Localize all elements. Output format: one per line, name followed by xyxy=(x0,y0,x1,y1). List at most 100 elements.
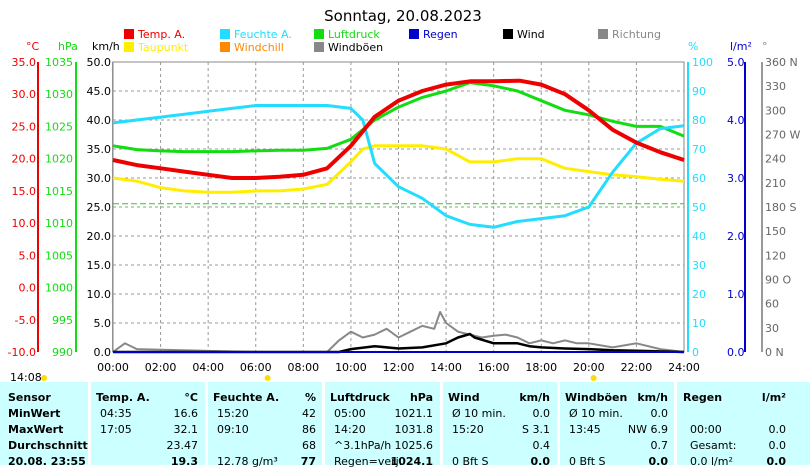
y-tick-label: 15.0 xyxy=(87,259,112,272)
y-tick-label: -10.0 xyxy=(8,346,36,359)
legend-swatch xyxy=(409,29,419,39)
y-tick-label: 35.0 xyxy=(87,143,112,156)
table-cell: 15:20 xyxy=(452,423,484,436)
y-tick-label: 50.0 xyxy=(87,56,112,69)
table-cell: 09:10 xyxy=(217,423,249,436)
table-header: Regen xyxy=(683,391,723,404)
sunset-marker xyxy=(590,375,597,381)
x-tick-label: 14:00 xyxy=(430,361,462,374)
table-header: °C xyxy=(184,391,198,404)
table-cell: Ø 10 min. xyxy=(569,407,623,420)
table-header: Wind xyxy=(448,391,480,404)
y-tick-label: 20.0 xyxy=(12,153,37,166)
x-tick-label: 22:00 xyxy=(621,361,653,374)
legend-label: Richtung xyxy=(612,28,661,41)
table-header: l/m² xyxy=(761,391,786,404)
y-tick-label: 995 xyxy=(52,314,73,327)
plot-area xyxy=(41,78,685,381)
table-cell: 32.1 xyxy=(173,423,199,436)
y-tick-label: 10.0 xyxy=(87,288,112,301)
y-tick-label: 1000 xyxy=(45,282,73,295)
y-tick-label: 180 S xyxy=(765,201,796,214)
y-tick-label: 990 xyxy=(52,346,73,359)
y-tick-label: 1035 xyxy=(45,56,73,69)
y-tick-label: 270 W xyxy=(765,129,800,142)
x-tick-label: 08:00 xyxy=(287,361,319,374)
x-tick-label: 24:00 xyxy=(668,361,700,374)
axis-unit-label: ° xyxy=(762,40,768,53)
table-header: Temp. A. xyxy=(96,391,150,404)
axis-unit-label: % xyxy=(688,40,698,53)
table-cell: 00:00 xyxy=(690,423,722,436)
y-tick-label: 60 xyxy=(692,172,706,185)
y-tick-label: 35.0 xyxy=(12,56,37,69)
table-cell: 0 Bft S xyxy=(569,455,606,468)
table-cell: Ø 10 min. xyxy=(452,407,506,420)
table-cell: 0.0 xyxy=(530,455,551,468)
legend-label: Feuchte A. xyxy=(234,28,292,41)
pressure-series-line xyxy=(112,81,685,154)
now-marker xyxy=(41,375,47,381)
x-tick-label: 04:00 xyxy=(192,361,224,374)
table-cell: 04:35 xyxy=(100,407,132,420)
table-row-label: MinWert xyxy=(8,407,61,420)
axis-unit-label: km/h xyxy=(92,40,120,53)
y-tick-label: 0 N xyxy=(765,346,784,359)
table-cell: S 3.1 xyxy=(522,423,550,436)
legend-label: Wind xyxy=(517,28,545,41)
legend-swatch xyxy=(124,42,134,52)
temperature-series-line xyxy=(112,78,685,180)
legend-label: Windböen xyxy=(328,41,383,54)
table-cell: Gesamt: xyxy=(690,439,737,452)
y-tick-label: 20 xyxy=(692,288,706,301)
legend-swatch xyxy=(598,29,608,39)
y-tick-label: 330 xyxy=(765,80,786,93)
dewpoint-series-line xyxy=(112,144,685,194)
y-tick-label: 120 xyxy=(765,249,786,262)
column-separator xyxy=(88,382,91,465)
y-tick-label: 30.0 xyxy=(87,172,112,185)
table-cell: 1021.1 xyxy=(394,407,434,420)
y-tick-label: 1025 xyxy=(45,120,73,133)
column-separator xyxy=(440,382,443,465)
table-cell: 12.78 g/m³ xyxy=(217,455,278,468)
y-tick-label: 20.0 xyxy=(87,230,112,243)
y-tick-label: 5.0 xyxy=(19,249,37,262)
table-cell: 0.0 xyxy=(650,407,669,420)
table-header: km/h xyxy=(519,391,550,404)
y-tick-label: 50 xyxy=(692,201,706,214)
y-tick-label: 5.0 xyxy=(727,56,745,69)
y-tick-label: 1010 xyxy=(45,217,73,230)
y-tick-label: 3.0 xyxy=(727,172,745,185)
legend-swatch xyxy=(314,42,324,52)
y-tick-label: 240 xyxy=(765,153,786,166)
table-cell: 19.3 xyxy=(170,455,198,468)
table-header: Windböen xyxy=(565,391,628,404)
y-tick-label: 0.0 xyxy=(19,282,37,295)
table-cell: 16.6 xyxy=(173,407,199,420)
y-tick-label: 5.0 xyxy=(94,317,112,330)
table-header: % xyxy=(304,391,316,404)
table-cell: 0.0 xyxy=(766,455,787,468)
table-cell: 0.0 xyxy=(532,407,551,420)
y-tick-label: 1030 xyxy=(45,88,73,101)
axes: 00:00 02:00 04:00 06:00 08:00 10:00 12:00 14:00… xyxy=(8,40,801,374)
table-cell: 15:20 xyxy=(217,407,249,420)
table-cell: NW 6.9 xyxy=(627,423,668,436)
legend-swatch xyxy=(503,29,513,39)
table-cell: 1025.6 xyxy=(394,439,434,452)
y-tick-label: 70 xyxy=(692,143,706,156)
y-tick-label: 10.0 xyxy=(12,217,37,230)
x-tick-label: 06:00 xyxy=(240,361,272,374)
table-header: Feuchte A. xyxy=(213,391,280,404)
table-header: km/h xyxy=(637,391,668,404)
legend: Temp. A. Feuchte A. Luftdruck Regen Wind Rich… xyxy=(124,28,661,54)
axis-unit-label: hPa xyxy=(58,40,78,53)
table-cell: 14:20 xyxy=(334,423,366,436)
table-cell: 0.4 xyxy=(532,439,551,452)
y-tick-label: 300 xyxy=(765,104,786,117)
humidity-series-line xyxy=(112,104,685,229)
table-cell: 42 xyxy=(302,407,316,420)
legend-label: Temp. A. xyxy=(137,28,185,41)
axis-unit-label: l/m² xyxy=(730,40,752,53)
